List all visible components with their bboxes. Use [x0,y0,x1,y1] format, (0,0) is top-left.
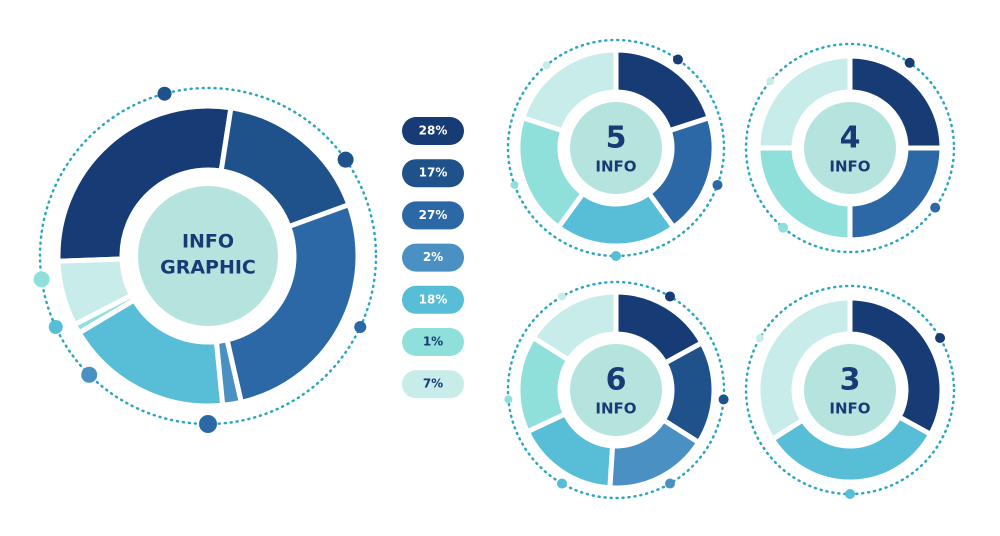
donut-segment [55,256,135,328]
ring-dot [157,86,172,101]
ring-dot [712,179,723,190]
ring-dot [504,395,513,404]
legend-pill [402,117,464,145]
center-label: 4 [840,121,861,156]
ring-dot [199,415,217,433]
ring-dot [672,54,683,65]
center-label: INFO [182,231,234,253]
center-circle [570,102,662,194]
dotted-ring [506,280,726,500]
ring-dot [665,478,675,489]
center-label: INFO [829,400,870,418]
center-label: 6 [606,363,627,398]
legend-label: 7% [423,377,443,391]
ring-dot [48,319,63,334]
ring-dot [755,334,764,342]
ring-dot [611,251,621,261]
legend-pill [402,201,464,230]
donut-segment [519,47,619,134]
center-circle [138,186,278,326]
center-label: 5 [606,121,627,156]
center-label: INFO [829,158,870,176]
legend-label: 2% [423,250,443,264]
legend-label: 18% [419,292,448,306]
ring-dot [542,61,551,70]
legend-label: 17% [419,166,448,180]
center-label: GRAPHIC [160,257,256,279]
legend-pill [402,370,464,399]
ring-dot [354,320,367,333]
ring-dot [337,151,354,168]
center-circle [804,344,896,436]
ring-dot [845,489,855,499]
ring-dot [510,180,519,189]
legend-pill [402,328,464,356]
center-label: INFO [595,400,636,418]
donut-segment [224,201,361,406]
center-circle [804,102,896,194]
center-label: INFO [595,158,636,176]
donut-segment [529,289,619,364]
legend-pill [402,243,464,272]
donut-segment [768,413,935,485]
ring-dot [665,291,675,302]
donut-segment [847,295,945,438]
ring-dot [557,478,567,489]
donut-segment [55,103,234,264]
ring-dot [935,333,946,343]
ring-dot [558,292,566,301]
dotted-ring [744,42,956,254]
legend-label: 1% [423,335,443,349]
legend-label: 28% [419,124,448,138]
legend-pill [402,159,464,188]
donut-segment [755,295,853,443]
center-label: 3 [840,363,861,398]
donut-segment [755,53,853,151]
ring-dot [778,222,789,233]
ring-dot [718,394,729,405]
ring-dot [81,366,98,383]
legend-pill [402,285,464,314]
center-circle [570,344,662,436]
ring-dot [930,202,941,213]
legend-label: 27% [419,208,448,222]
ring-dot [33,271,50,288]
ring-dot [766,77,775,86]
ring-dot [904,57,915,68]
